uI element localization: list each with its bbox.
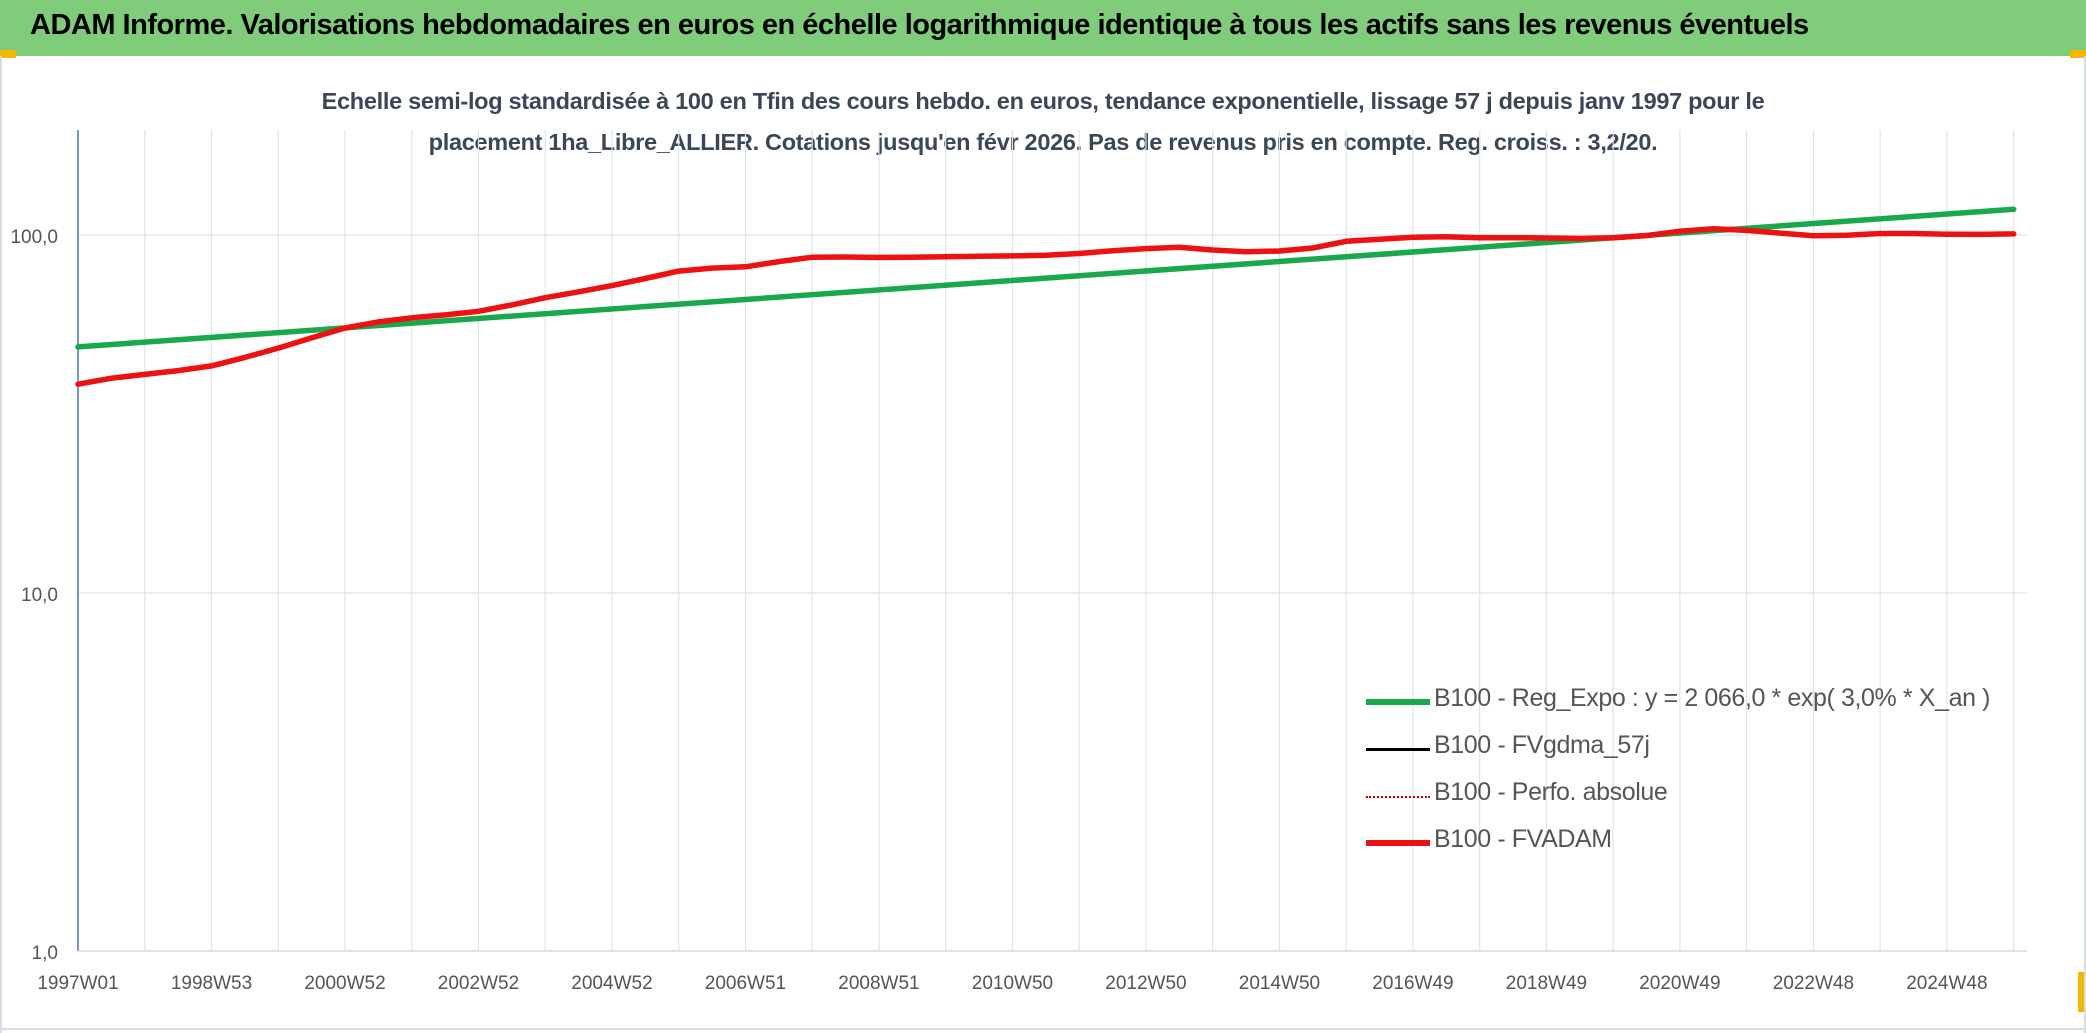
x-tick-label: 2004W52 — [571, 973, 652, 994]
legend-swatch-fvgdma — [1366, 748, 1430, 751]
legend-label-fvadam: B100 - FVADAM — [1434, 825, 1612, 853]
legend-swatch-perfo — [1366, 796, 1430, 798]
y-tick-label: 10,0 — [21, 585, 58, 606]
x-tick-label: 2014W50 — [1239, 973, 1320, 994]
y-tick-label: 1,0 — [32, 943, 58, 964]
legend-swatch-fvadam — [1366, 840, 1430, 846]
x-tick-label: 2006W51 — [705, 973, 786, 994]
x-tick-label: 2010W50 — [972, 973, 1053, 994]
frame-border-left — [0, 56, 2, 1033]
banner-corner-right — [2070, 50, 2086, 58]
legend-item-trend: B100 - Reg_Expo : y = 2 066,0 * exp( 3,0… — [1366, 682, 2066, 729]
x-tick-label: 2000W52 — [304, 973, 385, 994]
x-tick-label: 2002W52 — [438, 973, 519, 994]
legend-item-fvgdma: B100 - FVgdma_57j — [1366, 729, 2066, 776]
legend-label-trend: B100 - Reg_Expo : y = 2 066,0 * exp( 3,0… — [1434, 684, 1991, 712]
x-tick-label: 2012W50 — [1105, 973, 1186, 994]
frame-corner-bottom-right — [2078, 972, 2086, 1012]
legend-label-fvgdma: B100 - FVgdma_57j — [1434, 731, 1650, 759]
frame-border-bottom — [0, 1028, 2086, 1030]
banner-corner-left — [0, 50, 16, 58]
x-tick-label: 1997W01 — [37, 973, 118, 994]
legend-item-perfo: B100 - Perfo. absolue — [1366, 776, 2066, 823]
legend-item-fvadam: B100 - FVADAM — [1366, 823, 2066, 870]
x-tick-label: 2020W49 — [1639, 973, 1720, 994]
y-tick-label: 100,0 — [10, 227, 58, 248]
frame-border-right — [2084, 56, 2086, 1033]
chart-subtitle-line-1: Echelle semi-log standardisée à 100 en T… — [321, 88, 1765, 114]
x-tick-label: 2024W48 — [1906, 973, 1987, 994]
x-tick-label: 1998W53 — [171, 973, 252, 994]
chart-legend: B100 - Reg_Expo : y = 2 066,0 * exp( 3,0… — [1366, 682, 2066, 870]
x-tick-label: 2008W51 — [838, 973, 919, 994]
legend-label-perfo: B100 - Perfo. absolue — [1434, 778, 1668, 806]
x-tick-label: 2022W48 — [1773, 973, 1854, 994]
report-title: ADAM Informe. Valorisations hebdomadaire… — [30, 9, 1809, 41]
legend-swatch-trend — [1366, 699, 1430, 705]
x-tick-label: 2018W49 — [1506, 973, 1587, 994]
x-tick-label: 2016W49 — [1372, 973, 1453, 994]
report-banner: ADAM Informe. Valorisations hebdomadaire… — [0, 0, 2086, 56]
series-fvadam-line — [75, 226, 2017, 387]
chart-subtitle-line-2: placement 1ha_Libre_ALLIER. Cotations ju… — [428, 129, 1658, 155]
